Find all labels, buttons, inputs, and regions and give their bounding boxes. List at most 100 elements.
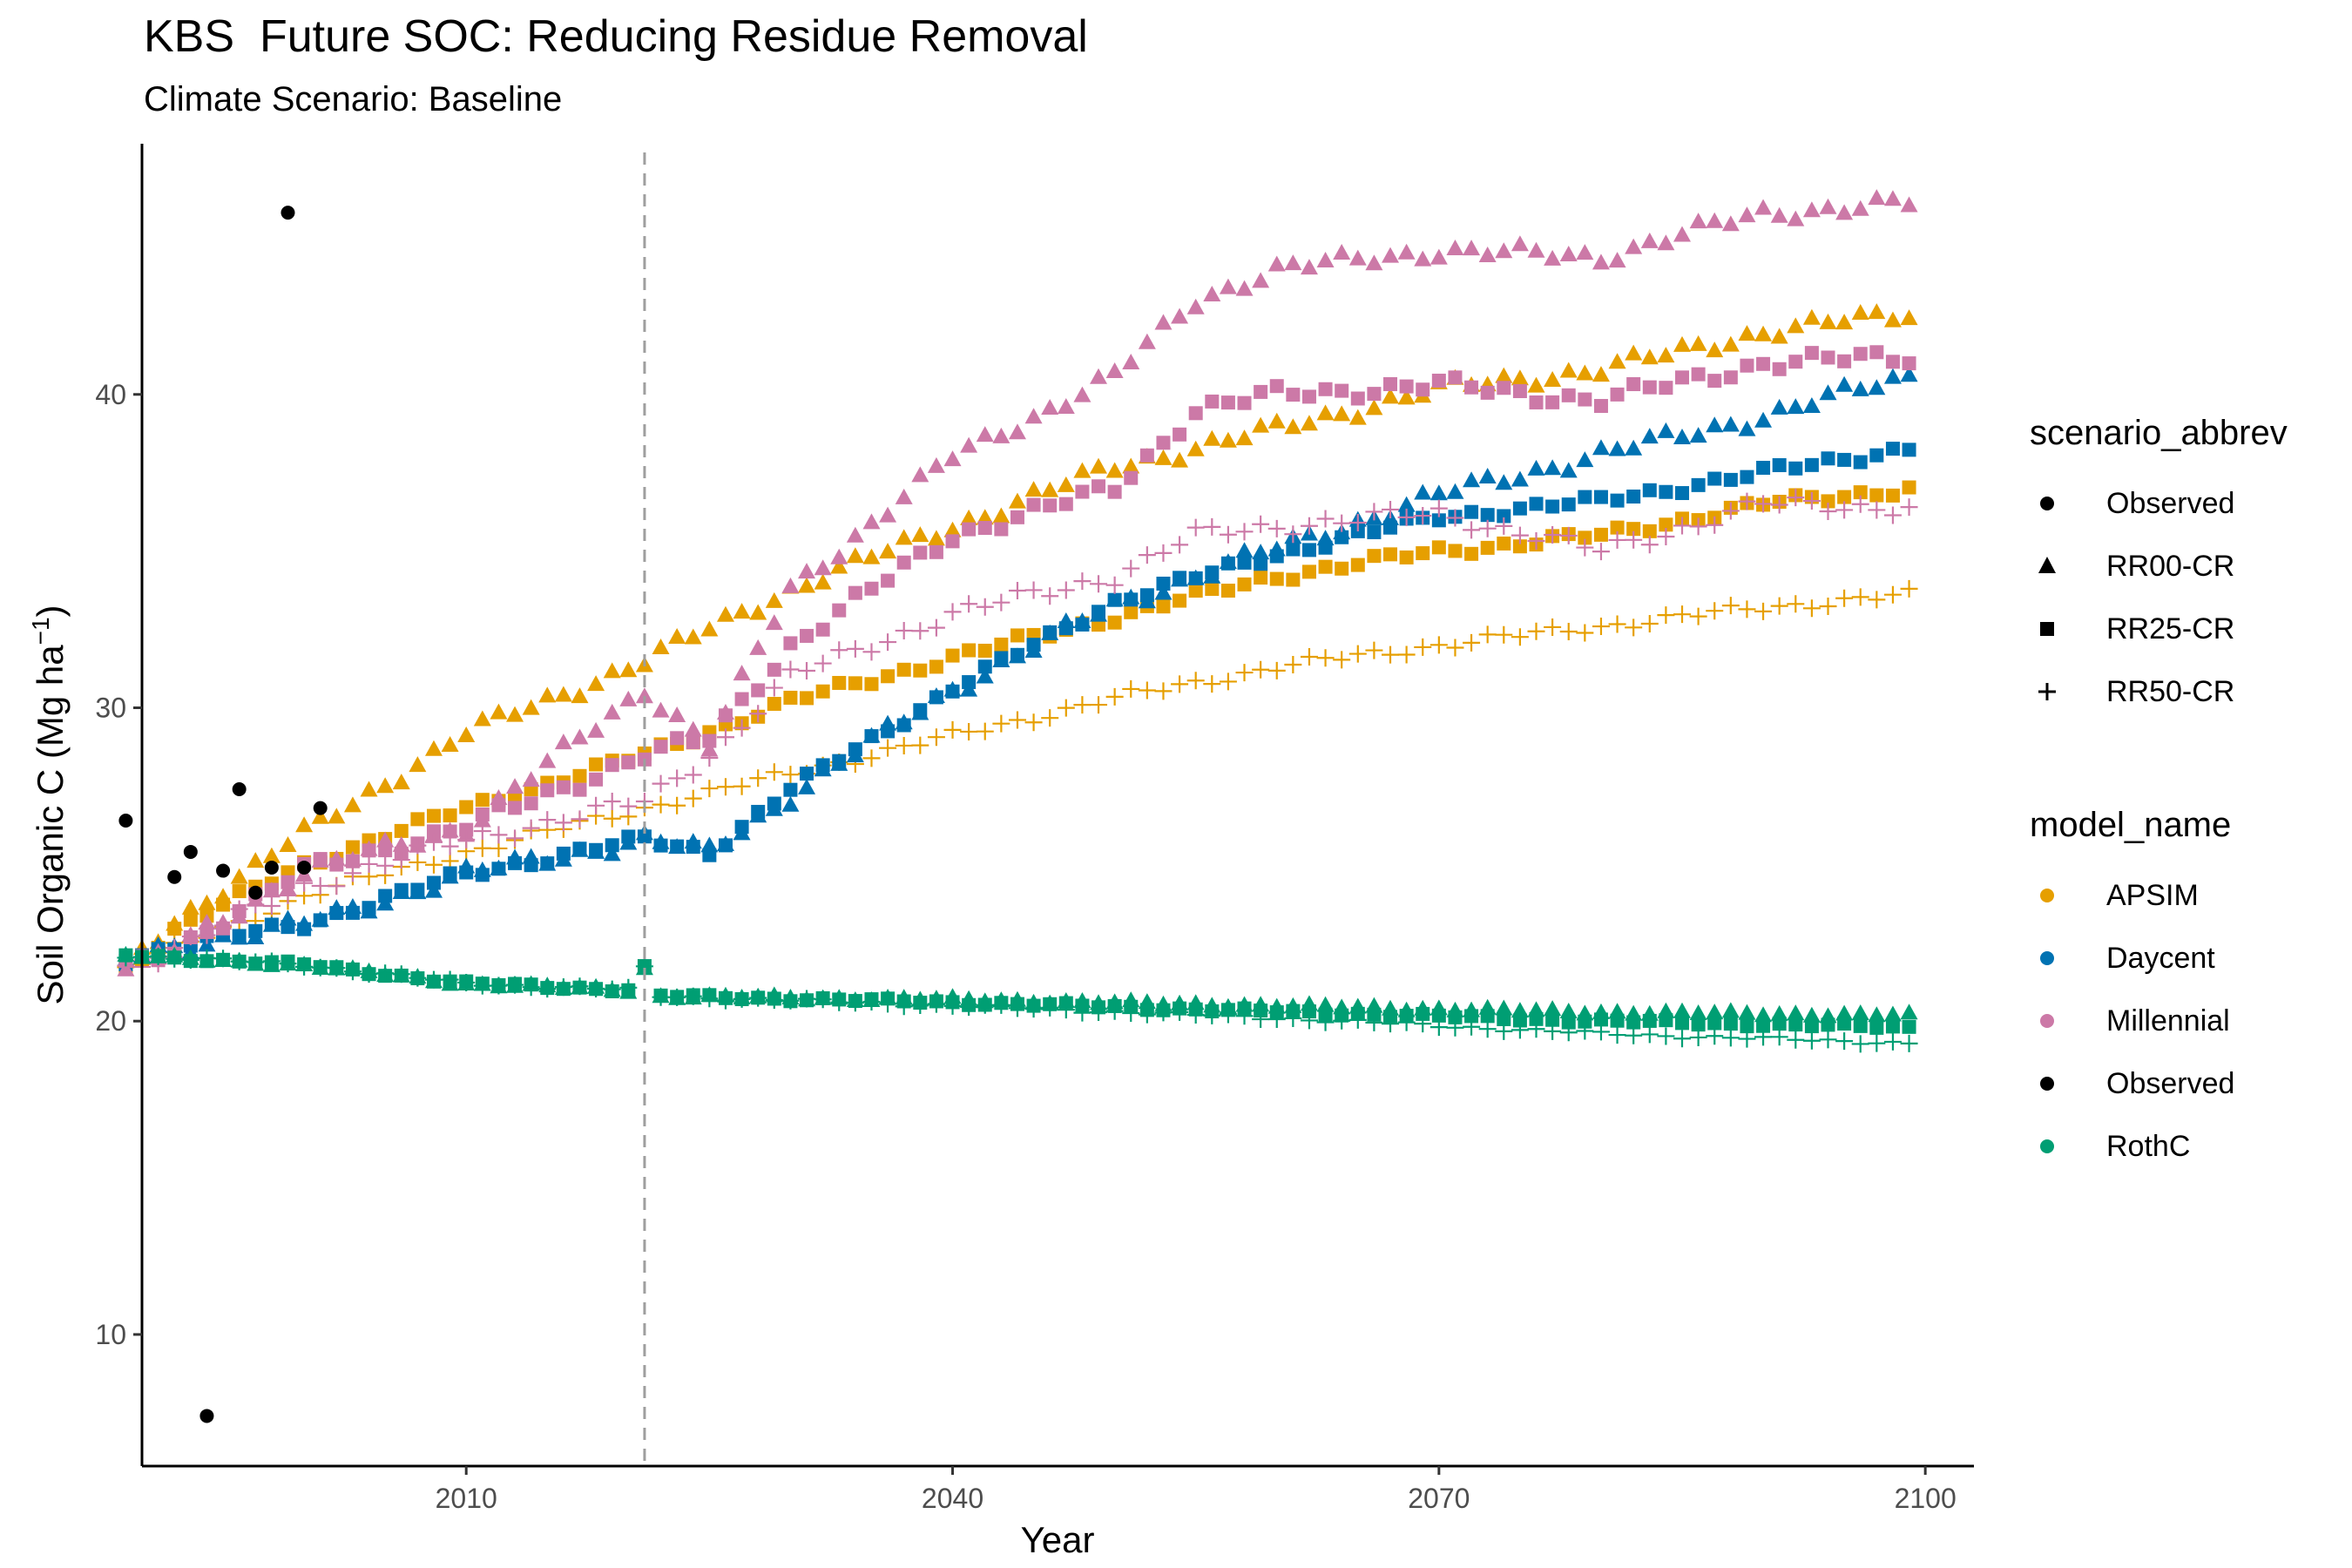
data-point-daycent-rr00-cr bbox=[603, 845, 621, 862]
dot-icon bbox=[2030, 1066, 2065, 1101]
data-point-millennial-rr50-cr bbox=[1446, 509, 1464, 527]
data-point-millennial-rr25-cr bbox=[459, 822, 474, 837]
data-point-millennial-rr25-cr bbox=[1318, 382, 1333, 396]
data-point-millennial-rr00-cr bbox=[668, 706, 686, 723]
data-point-millennial-rr00-cr bbox=[798, 563, 816, 579]
data-point-daycent-rr25-cr bbox=[1026, 638, 1041, 652]
data-point-apsim-rr00-cr bbox=[1397, 389, 1416, 405]
data-point-daycent-rr00-cr bbox=[1527, 459, 1545, 476]
data-point-observed bbox=[118, 813, 133, 828]
data-point-rothc-rr25-cr bbox=[1788, 1017, 1803, 1032]
data-point-daycent-rr25-cr bbox=[1853, 455, 1868, 470]
data-point-daycent-rr25-cr bbox=[1512, 501, 1527, 516]
data-point-rothc-rr50-cr bbox=[1138, 1005, 1156, 1024]
data-point-daycent-rr25-cr bbox=[1723, 472, 1738, 487]
data-point-apsim-rr50-cr bbox=[1057, 699, 1075, 717]
data-point-millennial-rr25-cr bbox=[1821, 350, 1835, 365]
data-point-daycent-rr25-cr bbox=[1301, 543, 1316, 558]
data-point-millennial-rr25-cr bbox=[1545, 395, 1560, 409]
data-point-millennial-rr50-cr bbox=[1511, 526, 1529, 544]
data-point-rothc-rr50-cr bbox=[1608, 1026, 1626, 1044]
data-point-millennial-rr50-cr bbox=[733, 719, 751, 737]
legend-item-apsim: APSIM bbox=[2030, 864, 2234, 927]
data-point-millennial-rr25-cr bbox=[1529, 395, 1544, 409]
data-point-apsim-rr00-cr bbox=[716, 605, 734, 622]
data-point-daycent-rr00-cr bbox=[1673, 428, 1692, 444]
data-point-millennial-rr00-cr bbox=[1429, 248, 1448, 265]
data-point-daycent-rr00-cr bbox=[1625, 439, 1643, 456]
data-point-rothc-rr50-cr bbox=[506, 976, 524, 994]
data-point-daycent-rr25-cr bbox=[1092, 605, 1106, 619]
data-point-rothc-rr50-cr bbox=[1835, 1032, 1854, 1051]
data-point-apsim-rr25-cr bbox=[881, 669, 896, 684]
data-point-millennial-rr00-cr bbox=[1235, 280, 1254, 296]
data-point-observed bbox=[280, 206, 295, 220]
data-point-rothc-rr50-cr bbox=[1397, 1013, 1416, 1031]
legend-label: RothC bbox=[2106, 1129, 2191, 1163]
data-point-rothc-rr50-cr bbox=[830, 993, 848, 1011]
data-point-apsim-rr00-cr bbox=[392, 774, 410, 790]
data-point-millennial-rr00-cr bbox=[1787, 210, 1805, 226]
data-point-apsim-rr25-cr bbox=[1010, 628, 1024, 643]
data-point-millennial-rr50-cr bbox=[1835, 501, 1854, 519]
data-point-rothc-rr50-cr bbox=[814, 990, 832, 1009]
data-point-millennial-rr25-cr bbox=[508, 801, 523, 815]
data-point-millennial-rr50-cr bbox=[1640, 536, 1659, 554]
data-point-apsim-rr00-cr bbox=[1527, 376, 1545, 393]
data-point-daycent-rr25-cr bbox=[686, 840, 700, 855]
data-point-rothc-rr50-cr bbox=[976, 996, 994, 1014]
data-point-apsim-rr50-cr bbox=[684, 789, 702, 808]
data-point-daycent-rr00-cr bbox=[1706, 416, 1724, 433]
data-point-millennial-rr25-cr bbox=[670, 731, 685, 746]
data-point-millennial-rr25-cr bbox=[1707, 374, 1722, 389]
data-point-daycent-rr00-cr bbox=[1511, 470, 1529, 487]
data-point-apsim-rr00-cr bbox=[1511, 369, 1529, 386]
data-point-rothc-rr50-cr bbox=[862, 992, 881, 1010]
data-point-millennial-rr00-cr bbox=[846, 526, 864, 543]
data-point-daycent-rr25-cr bbox=[1318, 540, 1333, 555]
data-point-apsim-rr25-cr bbox=[1220, 584, 1235, 598]
data-point-daycent-rr25-cr bbox=[1821, 451, 1835, 466]
data-point-apsim-rr50-cr bbox=[1868, 591, 1886, 609]
data-point-rothc-rr50-cr bbox=[181, 950, 199, 969]
data-point-apsim-rr50-cr bbox=[1073, 696, 1092, 714]
data-point-millennial-rr00-cr bbox=[830, 548, 848, 564]
data-point-apsim-rr25-cr bbox=[232, 884, 247, 899]
data-point-rothc-rr50-cr bbox=[798, 990, 816, 1008]
data-point-rothc-rr50-cr bbox=[360, 965, 378, 983]
data-point-apsim-rr00-cr bbox=[927, 530, 945, 546]
data-point-millennial-rr25-cr bbox=[1772, 362, 1787, 376]
data-point-apsim-rr25-cr bbox=[1578, 531, 1592, 545]
plus-icon bbox=[2030, 674, 2065, 709]
data-point-apsim-rr50-cr bbox=[1348, 645, 1367, 663]
data-point-daycent-rr25-cr bbox=[832, 754, 847, 768]
data-point-rothc-rr25-cr bbox=[1497, 1011, 1511, 1026]
data-point-rothc-rr50-cr bbox=[247, 953, 265, 971]
data-point-apsim-rr00-cr bbox=[1673, 335, 1692, 352]
data-point-apsim-rr00-cr bbox=[522, 699, 540, 715]
x-tick-label: 2070 bbox=[1408, 1483, 1470, 1514]
data-point-rothc-rr25-cr bbox=[1675, 1016, 1690, 1031]
data-point-daycent-rr25-cr bbox=[572, 841, 587, 856]
data-point-millennial-rr50-cr bbox=[506, 829, 524, 848]
data-point-apsim-rr00-cr bbox=[1267, 412, 1286, 429]
data-point-rothc-rr50-cr bbox=[668, 988, 686, 1006]
data-point-daycent-rr25-cr bbox=[1869, 448, 1884, 463]
data-point-rothc-rr50-cr bbox=[1625, 1026, 1643, 1044]
data-point-apsim-rr25-cr bbox=[1659, 517, 1673, 532]
data-point-daycent-rr25-cr bbox=[1075, 617, 1090, 632]
data-point-millennial-rr25-cr bbox=[1335, 383, 1349, 398]
data-point-apsim-rr50-cr bbox=[749, 769, 767, 787]
data-point-apsim-rr25-cr bbox=[783, 690, 798, 705]
data-point-apsim-rr50-cr bbox=[1284, 656, 1302, 674]
data-point-millennial-rr25-cr bbox=[1837, 354, 1852, 368]
data-point-rothc-rr50-cr bbox=[1186, 1005, 1205, 1024]
data-point-millennial-rr00-cr bbox=[1495, 242, 1513, 259]
data-point-rothc-rr50-cr bbox=[1267, 1010, 1286, 1029]
data-point-rothc-rr50-cr bbox=[1511, 1021, 1529, 1039]
data-point-millennial-rr50-cr bbox=[376, 856, 395, 875]
data-point-apsim-rr00-cr bbox=[1544, 371, 1562, 388]
data-point-millennial-rr50-cr bbox=[830, 641, 848, 659]
data-point-rothc-rr50-cr bbox=[1802, 1031, 1821, 1050]
data-point-apsim-rr25-cr bbox=[1821, 494, 1835, 509]
